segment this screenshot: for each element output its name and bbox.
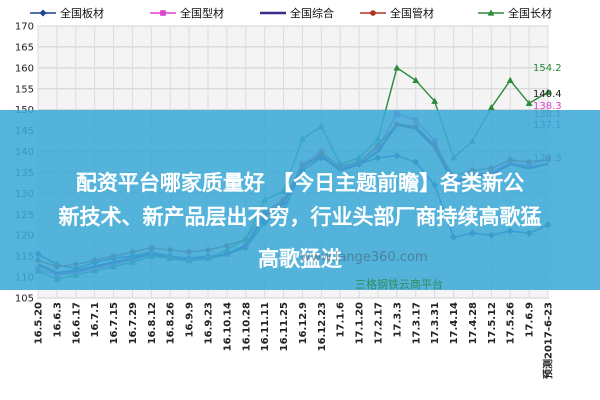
x-tick-label: 16.12.9 (298, 302, 309, 344)
x-tick-label: 17.5.12 (487, 302, 498, 344)
y-tick-label: 170 (15, 22, 34, 33)
legend-label: 全国管材 (390, 6, 434, 20)
legend-label: 全国长材 (508, 6, 552, 20)
x-tick-label: 17.1.20 (355, 302, 366, 344)
y-tick-label: 155 (15, 84, 34, 95)
watermark-url: www.lange360.com (300, 250, 428, 265)
x-tick-label: 16.9.9 (185, 302, 196, 337)
data-point (544, 88, 552, 95)
data-point (393, 64, 401, 71)
data-point (506, 76, 514, 83)
end-value-label: 138.3 (533, 101, 562, 112)
x-tick-label: 17.6.9 (525, 302, 536, 337)
end-value-label: 140.4 (533, 89, 562, 100)
end-value-label: 154.2 (533, 63, 562, 74)
y-tick-label: 105 (15, 294, 34, 305)
x-tick-label: 16.12.23 (317, 302, 328, 351)
x-tick-label: 16.7.15 (109, 302, 120, 344)
data-point (487, 9, 495, 16)
x-tick-label: 17.5.26 (506, 302, 517, 344)
data-point (412, 76, 420, 83)
x-tick-label: 16.8.12 (147, 302, 158, 344)
x-tick-label: 16.8.26 (166, 302, 177, 344)
x-tick-label: 16.6.17 (71, 302, 82, 344)
watermark-platform: 三格钢铁云商平台 (355, 278, 443, 291)
legend-label: 全国综合 (290, 6, 334, 20)
data-point (431, 97, 439, 104)
x-tick-label: 16.11.11 (260, 302, 271, 351)
x-tick-label: 17.2.17 (374, 302, 385, 344)
data-point (39, 9, 47, 17)
x-tick-label: 16.10.28 (241, 302, 252, 351)
x-tick-label: 16.5.20 (34, 302, 45, 344)
x-tick-label: 16.9.23 (204, 302, 215, 344)
promo-banner (0, 110, 600, 290)
x-tick-label: 17.3.3 (392, 302, 403, 337)
y-tick-label: 165 (15, 42, 34, 53)
banner-headline-line-3: 高歌猛进 (258, 247, 342, 271)
data-point (370, 10, 376, 16)
data-point (525, 99, 533, 107)
y-tick-label: 160 (15, 63, 34, 74)
x-tick-label: 17.3.31 (430, 302, 441, 344)
x-tick-label: 17.1.6 (336, 302, 347, 337)
x-tick-label: 17.4.28 (468, 302, 479, 344)
x-tick-label: 16.7.1 (90, 302, 101, 337)
x-tick-label: 预测2017-6-23 (542, 302, 555, 379)
x-tick-label: 17.3.17 (411, 302, 422, 344)
x-tick-label: 16.6.3 (52, 302, 63, 337)
x-tick-label: 16.7.29 (128, 302, 139, 344)
data-point (487, 104, 495, 111)
data-point (160, 10, 166, 16)
legend-label: 全国板材 (60, 6, 104, 20)
banner-headline-line-1: 配资平台哪家质量好 【今日主题前瞻】各类新公 (75, 171, 525, 195)
banner-headline-line-2: 新技术、新产品层出不穷，行业头部厂商持续高歌猛 (58, 205, 542, 229)
x-tick-label: 17.4.14 (449, 302, 460, 344)
x-tick-label: 16.10.14 (222, 302, 233, 351)
x-tick-label: 16.11.25 (279, 302, 290, 351)
legend-label: 全国型材 (180, 6, 224, 20)
